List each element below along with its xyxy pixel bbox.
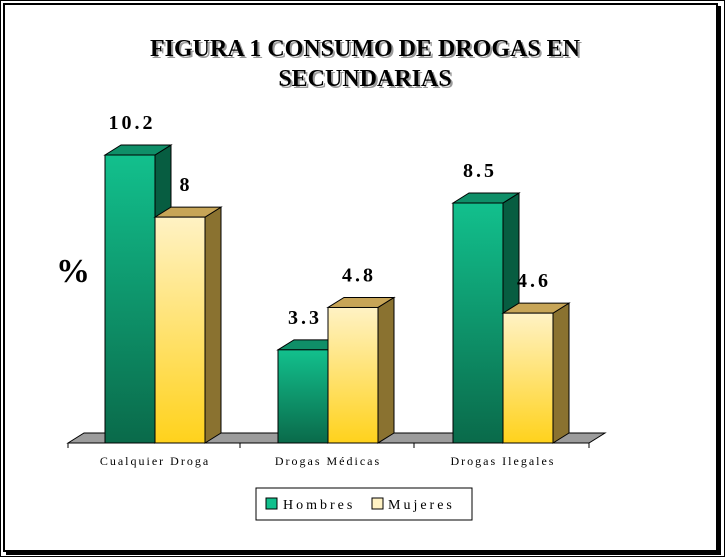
- title-line-2-shadow: SECUNDARIAS: [280, 68, 453, 94]
- bar-mujeres-0: [153, 206, 223, 444]
- y-axis-label: %: [56, 253, 90, 290]
- value-label-hombres-2: 8.5: [463, 160, 497, 182]
- legend-label-hombres: Hombres: [283, 498, 355, 513]
- bar-front-hombres-2: [452, 202, 504, 444]
- legend-box: [255, 487, 473, 521]
- bar-side-mujeres-2: [552, 302, 570, 444]
- title-line-1: FIGURA 1 CONSUMO DE DROGAS EN: [150, 36, 581, 62]
- legend-swatch-hombres: [265, 497, 278, 510]
- bar-front-mujeres-1: [327, 306, 379, 444]
- x-tick-label-0: Cualquier Droga: [100, 454, 210, 468]
- legend: Hombres Mujeres: [255, 487, 473, 521]
- value-label-mujeres-1: 4.8: [342, 264, 376, 286]
- title-line-2: SECUNDARIAS: [278, 66, 451, 92]
- bar-hombres-2: [451, 192, 521, 444]
- x-tick-label-2: Drogas Ilegales: [451, 454, 556, 468]
- x-ticks-group: Cualquier Droga Drogas Médicas Drogas Ileg…: [67, 443, 590, 468]
- bars-group: [103, 144, 571, 444]
- bar-mujeres-2: [501, 302, 571, 444]
- x-tick-label-1: Drogas Médicas: [275, 454, 381, 468]
- bar-front-hombres-1: [277, 349, 329, 444]
- value-label-mujeres-2: 4.6: [517, 270, 551, 292]
- chart-frame: [3, 3, 718, 552]
- bar-front-mujeres-0: [154, 216, 206, 444]
- bar-front-hombres-0: [104, 154, 156, 444]
- bar-mujeres-1: [326, 296, 396, 444]
- bar-front-mujeres-2: [502, 312, 554, 444]
- value-labels-group: 10.2 8 3.3 4.8 8.5 4.6: [109, 112, 551, 329]
- bar-side-mujeres-1: [377, 296, 395, 444]
- value-label-mujeres-0: 8: [180, 174, 193, 196]
- value-label-hombres-1: 3.3: [288, 307, 322, 329]
- bar-side-mujeres-0: [204, 206, 222, 444]
- legend-label-mujeres: Mujeres: [388, 498, 455, 513]
- title-line-1-shadow: FIGURA 1 CONSUMO DE DROGAS EN: [152, 38, 583, 64]
- value-label-hombres-0: 10.2: [109, 112, 156, 134]
- chart-title: FIGURA 1 CONSUMO DE DROGAS EN FIGURA 1 C…: [150, 36, 583, 94]
- legend-swatch-mujeres: [371, 497, 384, 510]
